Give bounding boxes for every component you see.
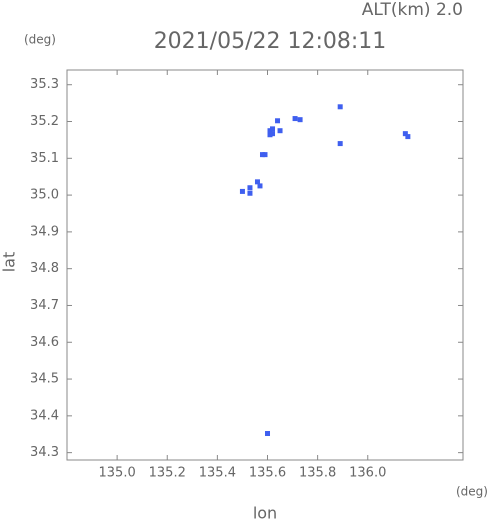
x-tick-label: 135.4 xyxy=(199,466,236,481)
y-axis-label: lat xyxy=(0,252,19,273)
point xyxy=(402,131,408,137)
y-tick-label: 34.3 xyxy=(30,445,59,460)
point xyxy=(259,152,265,158)
y-tick-label: 34.6 xyxy=(30,335,59,350)
point xyxy=(247,185,253,191)
point xyxy=(277,128,283,134)
x-unit: (deg) xyxy=(456,485,488,499)
y-tick-label: 35.3 xyxy=(30,77,59,92)
x-axis-label: lon xyxy=(253,504,277,522)
point xyxy=(270,126,276,132)
point xyxy=(265,431,271,437)
x-tick-label: 135.8 xyxy=(299,466,336,481)
y-tick-label: 34.8 xyxy=(30,261,59,276)
point xyxy=(275,118,281,124)
x-tick-label: 135.6 xyxy=(249,466,286,481)
x-tick-label: 135.0 xyxy=(99,466,136,481)
point xyxy=(337,104,343,110)
y-tick-label: 34.5 xyxy=(30,372,59,387)
y-tick-label: 35.2 xyxy=(30,114,59,129)
point xyxy=(239,188,245,194)
chart-title: 2021/05/22 12:08:11 xyxy=(154,29,387,54)
point xyxy=(270,131,276,137)
x-tick-label: 135.2 xyxy=(149,466,186,481)
y-tick-label: 35.0 xyxy=(30,188,59,203)
point xyxy=(267,128,273,134)
point xyxy=(297,117,303,123)
y-tick-label: 34.9 xyxy=(30,224,59,239)
point xyxy=(257,183,263,189)
point xyxy=(405,134,411,140)
point xyxy=(254,179,260,185)
plot-frame xyxy=(66,69,464,461)
x-tick-label: 136.0 xyxy=(349,466,386,481)
y-tick-label: 35.1 xyxy=(30,151,59,166)
chart-subtitle: ALT(km) 2.0 xyxy=(362,0,463,20)
point xyxy=(337,141,343,147)
point xyxy=(247,190,253,196)
y-tick-label: 34.4 xyxy=(30,408,59,423)
point xyxy=(262,152,268,158)
point xyxy=(267,132,273,138)
y-tick-label: 34.7 xyxy=(30,298,59,313)
y-unit: (deg) xyxy=(24,33,56,47)
point xyxy=(292,116,298,122)
